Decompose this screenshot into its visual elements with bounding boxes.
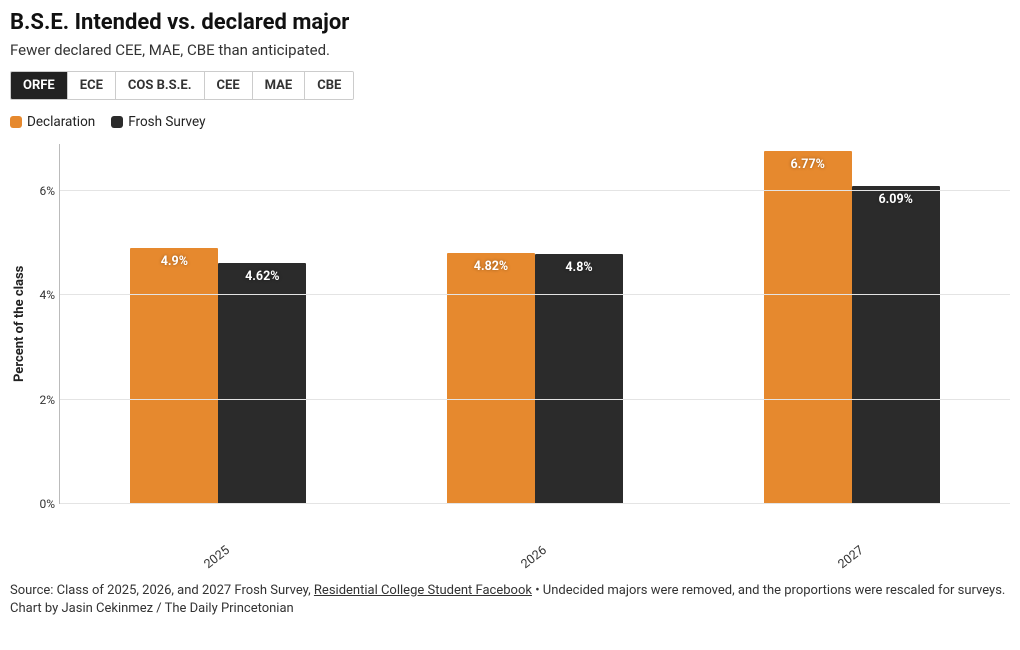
legend-item: Frosh Survey — [111, 114, 205, 130]
bar-value-label: 4.8% — [535, 260, 623, 275]
legend-swatch — [111, 116, 123, 128]
legend-label: Declaration — [27, 114, 95, 130]
gridline — [60, 503, 1010, 504]
bar-value-label: 4.82% — [447, 259, 535, 274]
bar-value-label: 4.9% — [130, 254, 218, 269]
page-title: B.S.E. Intended vs. declared major — [10, 10, 1010, 35]
legend-item: Declaration — [10, 114, 95, 130]
y-axis-ticks: 0%2%4%6% — [29, 144, 59, 504]
y-tick: 0% — [39, 497, 55, 511]
bar-groups: 4.9%4.62%4.82%4.8%6.77%6.09% — [60, 144, 1010, 504]
x-tick: 2027 — [693, 544, 1010, 576]
chart: Percent of the class 0%2%4%6% 4.9%4.62%4… — [10, 144, 1010, 544]
bar: 6.77% — [764, 151, 852, 504]
tab-cos-b-s-e-[interactable]: COS B.S.E. — [116, 72, 205, 99]
tab-cee[interactable]: CEE — [205, 72, 253, 99]
source-line: Source: Class of 2025, 2026, and 2027 Fr… — [10, 582, 1010, 600]
page-subtitle: Fewer declared CEE, MAE, CBE than antici… — [10, 41, 1010, 59]
x-tick: 2025 — [58, 544, 375, 576]
legend: Declaration Frosh Survey — [10, 114, 1010, 130]
bar-group: 4.82%4.8% — [377, 144, 694, 504]
source-link[interactable]: Residential College Student Facebook — [314, 583, 532, 598]
tab-ece[interactable]: ECE — [68, 72, 116, 99]
bar-group: 4.9%4.62% — [60, 144, 377, 504]
bar: 6.09% — [852, 186, 940, 504]
y-tick: 2% — [39, 393, 55, 407]
bar: 4.62% — [218, 263, 306, 504]
x-tick: 2026 — [375, 544, 692, 576]
tab-mae[interactable]: MAE — [253, 72, 306, 99]
gridline — [60, 399, 1010, 400]
bar: 4.9% — [130, 248, 218, 504]
credit-line: Chart by Jasin Cekinmez / The Daily Prin… — [10, 600, 1010, 618]
tab-orfe[interactable]: ORFE — [11, 72, 68, 99]
bar-value-label: 4.62% — [218, 269, 306, 284]
y-axis-label: Percent of the class — [10, 144, 29, 504]
tab-cbe[interactable]: CBE — [305, 72, 353, 99]
gridline — [60, 190, 1010, 191]
bar-group: 6.77% 6.09% — [693, 144, 1010, 504]
legend-label: Frosh Survey — [128, 114, 205, 130]
tab-bar: ORFEECECOS B.S.E.CEEMAECBE — [10, 71, 354, 100]
x-axis-labels: 202520262027 — [58, 544, 1010, 576]
bar: 4.82% — [447, 253, 535, 504]
y-tick: 4% — [39, 288, 55, 302]
legend-swatch — [10, 116, 22, 128]
source-prefix: Source: Class of 2025, 2026, and 2027 Fr… — [10, 583, 314, 598]
bar: 4.8% — [535, 254, 623, 504]
bar-value-label: 6.77% — [764, 157, 852, 172]
plot-area: 4.9%4.62%4.82%4.8%6.77%6.09% — [59, 144, 1010, 504]
bar-value-label: 6.09% — [852, 192, 940, 207]
source-suffix: • Undecided majors were removed, and the… — [532, 583, 1005, 598]
gridline — [60, 294, 1010, 295]
footer: Source: Class of 2025, 2026, and 2027 Fr… — [10, 582, 1010, 618]
y-tick: 6% — [39, 184, 55, 198]
